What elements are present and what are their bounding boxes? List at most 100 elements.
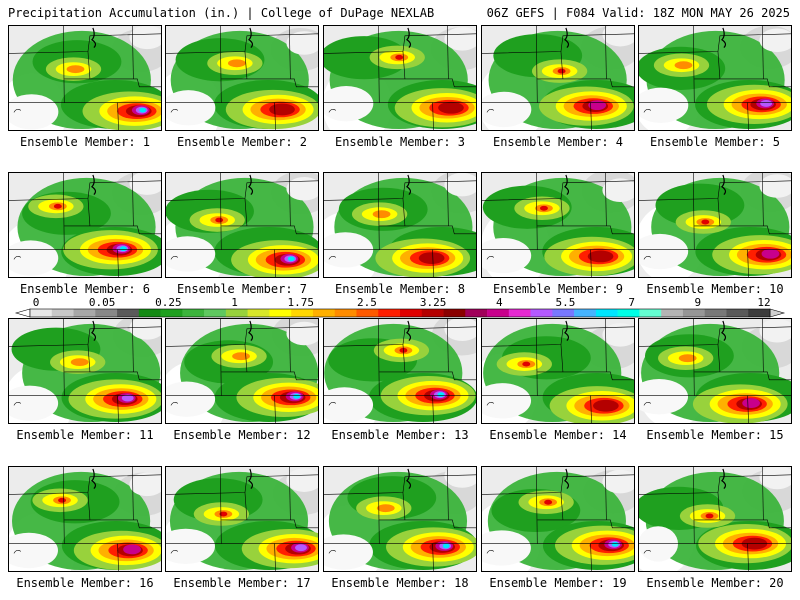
colorbar-swatch [726, 309, 749, 317]
colorbar-swatch [400, 309, 423, 317]
precip-map [482, 319, 634, 423]
colorbar-swatch [682, 309, 706, 317]
colorbar-swatch [247, 309, 270, 317]
colorbar-swatch [748, 309, 771, 317]
colorbar-swatch [138, 309, 161, 317]
color-scale-bar: 0 0.05 0.25 1 1.75 2.5 3.25 4 5.5 7 9 12 [0, 296, 800, 320]
ensemble-member-label: Ensemble Member: 10 [646, 282, 784, 296]
colorbar-swatch [117, 309, 140, 317]
colorbar-right-arrow [769, 308, 786, 318]
colorbar-left-arrow [14, 308, 31, 318]
colorbar-swatch [291, 309, 314, 317]
colorbar-label: 0.05 [89, 296, 116, 309]
member-map-panel [323, 466, 477, 572]
ensemble-member-label: Ensemble Member: 5 [649, 135, 781, 149]
member-map-panel [638, 172, 792, 278]
member-map-panel [8, 25, 162, 131]
colorbar-swatch [639, 309, 662, 317]
member-map-panel [481, 466, 635, 572]
precip-map [166, 173, 318, 277]
ensemble-member-label: Ensemble Member: 15 [646, 428, 784, 442]
colorbar-swatch [334, 309, 357, 317]
colorbar-swatch [312, 309, 336, 317]
colorbar-swatch [95, 309, 118, 317]
colorbar-swatch [465, 309, 488, 317]
precip-map [166, 467, 318, 571]
member-map-panel [8, 466, 162, 572]
precip-map [324, 26, 476, 130]
precip-map [639, 467, 791, 571]
colorbar-label: 5.5 [556, 296, 576, 309]
member-map-panel [165, 466, 319, 572]
member-map-panel [323, 25, 477, 131]
ensemble-member-label: Ensemble Member: 1 [19, 135, 151, 149]
precip-map [166, 26, 318, 130]
ensemble-member-label: Ensemble Member: 3 [334, 135, 466, 149]
precip-map [482, 467, 634, 571]
colorbar-label: 7 [628, 296, 635, 309]
ensemble-member-label: Ensemble Member: 18 [331, 576, 469, 590]
ensemble-member-label: Ensemble Member: 20 [646, 576, 784, 590]
ensemble-member-label: Ensemble Member: 11 [16, 428, 154, 442]
colorbar-swatch [661, 309, 684, 317]
colorbar-swatch [574, 309, 597, 317]
ensemble-member-label: Ensemble Member: 19 [489, 576, 627, 590]
colorbar-swatch [530, 309, 553, 317]
colorbar-label: 9 [695, 296, 702, 309]
member-map-panel [165, 25, 319, 131]
ensemble-member-label: Ensemble Member: 2 [176, 135, 308, 149]
precip-map [482, 173, 634, 277]
model-run-info: 06Z GEFS | F084 Valid: 18Z MON MAY 26 20… [486, 6, 790, 20]
colorbar-swatch [487, 309, 510, 317]
ensemble-member-label: Ensemble Member: 17 [173, 576, 311, 590]
member-map-panel [323, 318, 477, 424]
ensemble-member-label: Ensemble Member: 12 [173, 428, 311, 442]
member-map-panel [165, 318, 319, 424]
colorbar-swatch [73, 309, 96, 317]
precip-map [9, 467, 161, 571]
ensemble-member-label: Ensemble Member: 6 [19, 282, 151, 296]
colorbar-label: 1.75 [287, 296, 314, 309]
colorbar-label: 0.25 [155, 296, 182, 309]
colorbar-label: 3.25 [420, 296, 447, 309]
member-map-panel [323, 172, 477, 278]
colorbar-label: 12 [757, 296, 770, 309]
colorbar-swatch [508, 309, 531, 317]
precip-map [639, 26, 791, 130]
member-map-panel [481, 25, 635, 131]
colorbar-swatch [421, 309, 444, 317]
member-map-panel [481, 172, 635, 278]
member-map-panel [481, 318, 635, 424]
ensemble-member-label: Ensemble Member: 13 [331, 428, 469, 442]
color-scale-svg: 0 0.05 0.25 1 1.75 2.5 3.25 4 5.5 7 9 12 [14, 296, 786, 318]
precip-map [324, 467, 476, 571]
map-title: Precipitation Accumulation (in.) | Colle… [8, 6, 435, 20]
colorbar-swatch [378, 309, 401, 317]
colorbar-label: 0 [33, 296, 40, 309]
colorbar-swatch [443, 309, 466, 317]
member-map-panel [638, 466, 792, 572]
precip-map [639, 319, 791, 423]
colorbar-label: 2.5 [357, 296, 377, 309]
precip-map [324, 319, 476, 423]
ensemble-member-label: Ensemble Member: 9 [492, 282, 624, 296]
precip-map [639, 173, 791, 277]
colorbar-label: 4 [496, 296, 503, 309]
ensemble-member-label: Ensemble Member: 14 [489, 428, 627, 442]
colorbar-swatch [30, 309, 53, 317]
colorbar-swatch [704, 309, 727, 317]
colorbar-swatch [269, 309, 292, 317]
colorbar-swatch [182, 309, 205, 317]
member-map-panel [165, 172, 319, 278]
precip-map [324, 173, 476, 277]
precip-map [482, 26, 634, 130]
ensemble-member-label: Ensemble Member: 16 [16, 576, 154, 590]
ensemble-member-label: Ensemble Member: 4 [492, 135, 624, 149]
colorbar-swatch [617, 309, 640, 317]
colorbar-swatch [160, 309, 183, 317]
colorbar-label: 1 [231, 296, 238, 309]
member-map-panel [638, 25, 792, 131]
colorbar-swatch [356, 309, 379, 317]
ensemble-member-label: Ensemble Member: 8 [334, 282, 466, 296]
colorbar-swatch [595, 309, 618, 317]
